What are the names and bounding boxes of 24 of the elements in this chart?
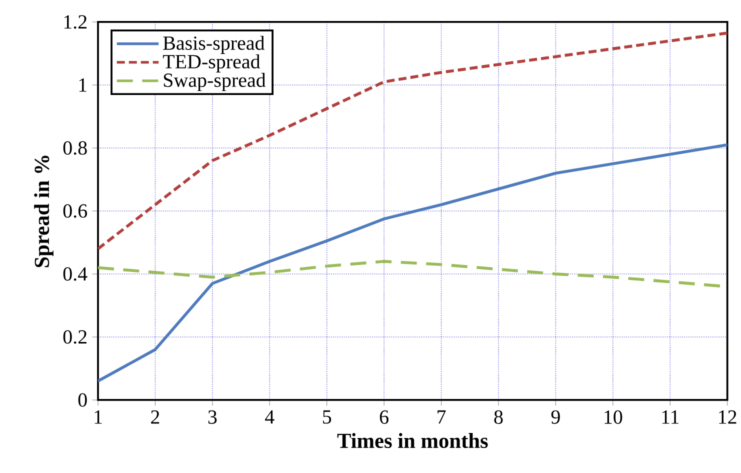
y-tick-label: 0.8 [63, 141, 87, 155]
x-tick-label: 4 [265, 410, 274, 424]
x-tick-label: 6 [380, 410, 388, 424]
y-tick-label: 1 [79, 78, 86, 92]
x-tick-label: 1 [94, 410, 102, 424]
x-axis-title: Times in months [337, 433, 488, 448]
y-tick-label: 0.2 [63, 330, 86, 344]
y-axis-title: Spread in % [34, 156, 54, 268]
legend-label: TED-spread [162, 54, 260, 73]
x-tick-label: 12 [719, 410, 736, 424]
x-tick-label: 5 [323, 410, 332, 424]
x-tick-label: 2 [151, 410, 160, 424]
x-tick-label: 11 [662, 410, 679, 424]
x-tick-label: 8 [494, 410, 503, 424]
y-tick-label: 1.2 [64, 15, 86, 29]
legend-label: Swap-spread [164, 72, 266, 92]
x-tick-label: 9 [551, 410, 560, 424]
x-tick-label: 3 [208, 410, 217, 424]
y-tick-label: 0.6 [63, 204, 88, 218]
x-tick-label: 7 [438, 410, 446, 424]
y-tick-label: 0 [78, 393, 87, 407]
y-tick-label: 0.4 [63, 267, 88, 281]
x-tick-label: 10 [604, 410, 622, 424]
legend-label: Basis-spread [163, 36, 265, 54]
